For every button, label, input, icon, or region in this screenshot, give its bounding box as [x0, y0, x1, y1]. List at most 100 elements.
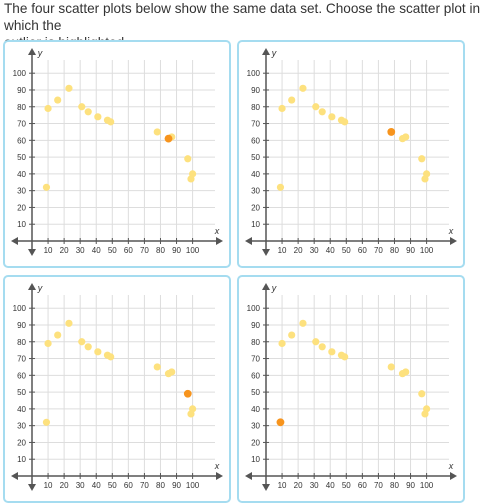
data-point [288, 331, 296, 339]
scatter-choice-4[interactable]: 10 20 30 40 50 60 70 80 90 100 10 20 30 40 50 60 70 80 90 1… [237, 275, 465, 503]
y-axis-title: y [271, 283, 277, 293]
scatter-choice-3[interactable]: 10 20 30 40 50 60 70 80 90 100 10 20 30 40 50 60 70 80 90 1… [3, 275, 231, 503]
x-tick-label: 90 [172, 246, 181, 255]
highlighted-data-point [276, 418, 285, 427]
data-point [54, 96, 62, 104]
x-tick-label: 20 [60, 246, 69, 255]
y-axis-down-arrow-icon [262, 484, 270, 491]
x-tick-label: 40 [92, 481, 101, 490]
data-point [44, 104, 52, 113]
x-tick-label: 70 [140, 481, 149, 490]
y-tick-label: 50 [17, 153, 26, 162]
y-tick-label: 100 [13, 69, 27, 78]
data-point [84, 343, 92, 351]
data-point [189, 170, 197, 178]
y-tick-label: 100 [247, 304, 261, 313]
x-tick-label: 20 [294, 246, 303, 255]
y-tick-label: 10 [17, 220, 26, 229]
data-point [78, 338, 86, 346]
data-point [65, 84, 73, 92]
data-point [54, 331, 62, 339]
data-point [418, 390, 426, 398]
data-point [107, 353, 115, 361]
x-tick-label: 50 [342, 246, 351, 255]
x-tick-label: 10 [44, 481, 53, 490]
highlighted-data-point [183, 389, 192, 398]
y-tick-label: 30 [251, 187, 260, 196]
data-point [341, 118, 349, 126]
x-tick-label: 20 [294, 481, 303, 490]
y-tick-label: 30 [17, 422, 26, 431]
data-point [318, 108, 326, 116]
scatter-choice-1[interactable]: 10 20 30 40 50 60 70 80 90 100 10 20 30 40 50 60 70 80 90 1… [3, 40, 231, 268]
data-point [288, 96, 296, 104]
highlighted-data-point [387, 128, 396, 136]
x-tick-label: 60 [124, 246, 133, 255]
y-tick-label: 90 [251, 321, 260, 330]
x-tick-label: 30 [76, 481, 85, 490]
x-tick-label: 50 [342, 481, 351, 490]
y-tick-label: 50 [251, 388, 260, 397]
data-point [44, 339, 52, 348]
x-tick-label: 70 [374, 246, 383, 255]
y-axis-up-arrow-icon [28, 48, 36, 55]
y-tick-label: 20 [17, 203, 26, 212]
x-axis-title: x [448, 461, 454, 471]
y-tick-label: 20 [251, 438, 260, 447]
data-point [328, 348, 336, 356]
y-axis-down-arrow-icon [262, 249, 270, 256]
y-tick-label: 40 [251, 405, 260, 414]
x-axis-right-arrow-icon [216, 237, 223, 245]
x-tick-label: 50 [108, 246, 117, 255]
data-point [65, 319, 73, 327]
y-tick-label: 40 [251, 170, 260, 179]
data-point [107, 118, 115, 126]
x-axis-title: x [214, 226, 220, 236]
x-axis-title: x [448, 226, 454, 236]
y-axis-title: y [271, 48, 277, 58]
x-tick-label: 60 [124, 481, 133, 490]
y-tick-label: 100 [247, 69, 261, 78]
y-tick-label: 80 [17, 103, 26, 112]
x-tick-label: 10 [278, 246, 287, 255]
x-tick-label: 10 [44, 246, 53, 255]
y-tick-label: 90 [17, 86, 26, 95]
data-point [341, 353, 349, 361]
y-axis-up-arrow-icon [28, 283, 36, 290]
data-point [299, 319, 307, 327]
x-tick-label: 90 [406, 246, 415, 255]
data-point [276, 183, 285, 191]
data-point [312, 103, 320, 111]
y-tick-label: 60 [251, 371, 260, 380]
scatter-plot-4: 10 20 30 40 50 60 70 80 90 100 10 20 30 40 50 60 70 80 90 1… [245, 283, 457, 491]
x-tick-label: 30 [310, 481, 319, 490]
x-tick-label: 60 [358, 246, 367, 255]
data-point [42, 418, 51, 426]
y-tick-label: 10 [251, 220, 260, 229]
data-point [94, 348, 102, 356]
scatter-choice-2[interactable]: 10 20 30 40 50 60 70 80 90 100 10 20 30 40 50 60 70 80 90 1… [237, 40, 465, 268]
x-axis-left-arrow-icon [245, 472, 252, 480]
y-tick-label: 80 [251, 338, 260, 347]
x-axis-left-arrow-icon [11, 472, 18, 480]
y-axis-down-arrow-icon [28, 249, 36, 256]
x-tick-label: 100 [420, 246, 434, 255]
y-tick-label: 80 [251, 103, 260, 112]
x-tick-label: 70 [374, 481, 383, 490]
data-point [278, 104, 286, 113]
y-tick-label: 90 [251, 86, 260, 95]
y-tick-label: 20 [251, 203, 260, 212]
x-tick-label: 100 [186, 481, 200, 490]
data-point [402, 368, 410, 376]
y-tick-label: 30 [17, 187, 26, 196]
data-point [84, 108, 92, 116]
x-tick-label: 30 [310, 246, 319, 255]
y-tick-label: 60 [17, 371, 26, 380]
y-tick-label: 60 [17, 136, 26, 145]
y-tick-label: 70 [251, 120, 260, 129]
x-tick-label: 100 [420, 481, 434, 490]
data-point [278, 339, 286, 348]
data-point [42, 183, 51, 191]
data-point [78, 103, 86, 111]
y-axis-up-arrow-icon [262, 48, 270, 55]
